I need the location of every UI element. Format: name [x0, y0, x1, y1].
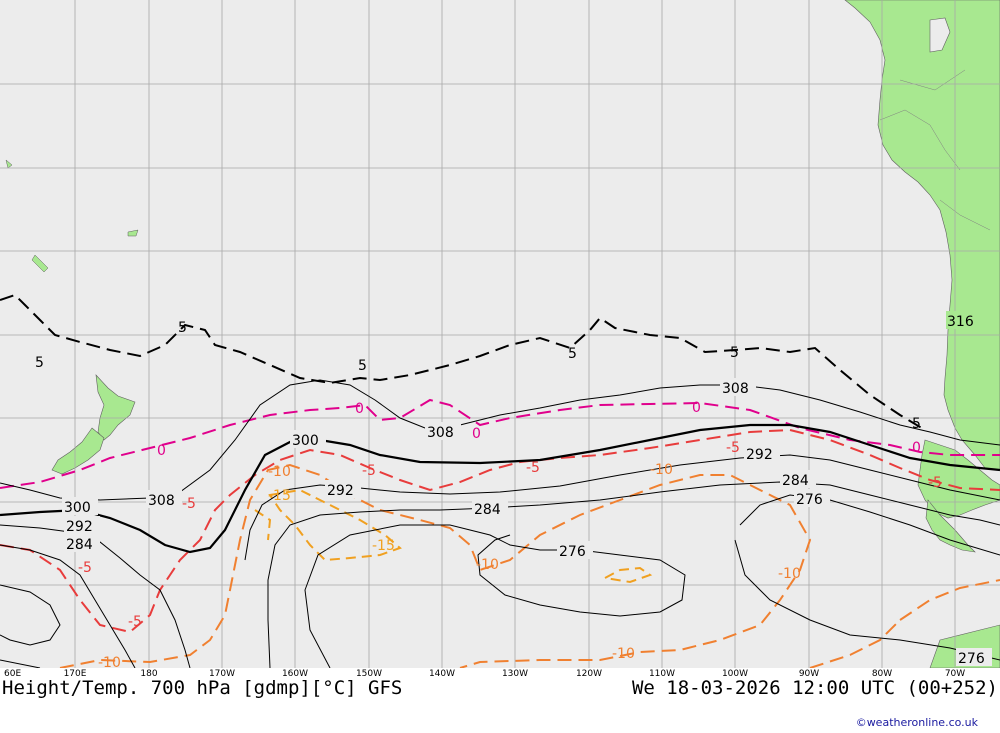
isotherm-minus5 [0, 428, 1000, 634]
label-m10-b: -10 [476, 557, 499, 573]
label-308-east: 308 [722, 381, 749, 397]
label-276-mid: 276 [559, 544, 586, 560]
lon-label-120w: 120W [575, 669, 603, 679]
label-5-b: 5 [358, 358, 367, 374]
label-m10-c: -10 [650, 462, 673, 478]
label-m15-b: -15 [372, 538, 395, 554]
small-islands [5, 159, 139, 273]
label-284-west: 284 [66, 537, 93, 553]
isotherm-5 [0, 293, 926, 431]
credit-link[interactable]: ©weatheronline.co.uk [855, 716, 978, 729]
label-5-c: 5 [568, 346, 577, 362]
label-m5-d: -5 [726, 440, 740, 456]
land-south-america [844, 0, 1000, 668]
valid-time: We 18-03-2026 12:00 UTC (00+252) [631, 677, 998, 699]
isotherm-minus15 [254, 488, 653, 584]
graticule [0, 0, 1000, 668]
isotherm-0 [0, 398, 1000, 489]
lon-label-90w: 90W [798, 669, 820, 679]
label-292-east: 292 [746, 447, 773, 463]
label-284-mid: 284 [474, 502, 501, 518]
label-0-b: 0 [472, 426, 481, 442]
label-m10-d: -10 [778, 566, 801, 582]
lon-label-100w: 100W [721, 669, 749, 679]
label-m5-c: -5 [526, 460, 540, 476]
lon-label-160e: 60E [4, 669, 22, 679]
label-5-e: 5 [912, 416, 921, 432]
map-canvas: 316 308 308 308 300 300 292 292 292 284 … [0, 0, 1000, 668]
map-title: Height/Temp. 700 hPa [gdmp][°C] GFS [2, 677, 403, 699]
isotherm-minus10 [59, 463, 1000, 668]
label-m5-e: -5 [128, 614, 142, 630]
label-292-west: 292 [66, 519, 93, 535]
label-300-mid: 300 [292, 433, 319, 449]
label-316: 316 [947, 314, 974, 330]
label-0-d: 0 [912, 440, 921, 456]
label-308-west: 308 [148, 493, 175, 509]
label-0-a: 0 [355, 401, 364, 417]
lon-label-110w: 110W [648, 669, 676, 679]
label-m10-f: -10 [98, 655, 121, 668]
height-contour-284 [0, 481, 1000, 668]
label-m10-e: -10 [612, 646, 635, 662]
label-m10-a: -10 [268, 464, 291, 480]
height-contour-292 [0, 454, 1000, 668]
height-contour-300 [0, 423, 1000, 554]
label-292-mid: 292 [327, 483, 354, 499]
label-276-east: 276 [796, 492, 823, 508]
height-contour-276 [0, 494, 1000, 668]
label-m5-west: -5 [78, 560, 92, 576]
height-contours [0, 379, 1000, 668]
lon-label-170e: 170E [63, 669, 87, 679]
label-0-west: 0 [157, 443, 166, 459]
lon-label-180: 180 [140, 669, 158, 679]
label-5-west: 5 [35, 355, 44, 371]
land-new-zealand [51, 374, 136, 475]
label-5-d: 5 [730, 345, 739, 361]
lon-label-160w: 160W [281, 669, 309, 679]
label-m5-f: -5 [928, 475, 942, 491]
label-284-east: 284 [782, 473, 809, 489]
label-300-west: 300 [64, 500, 91, 516]
label-m5-b: -5 [362, 463, 376, 479]
lon-label-130w: 130W [501, 669, 529, 679]
lon-label-140w: 140W [428, 669, 456, 679]
label-0-c: 0 [692, 400, 701, 416]
lon-label-80w: 80W [871, 669, 893, 679]
lon-label-150w: 150W [355, 669, 383, 679]
map-footer [0, 668, 1000, 733]
label-5-a: 5 [178, 320, 187, 336]
contour-labels: 316 308 308 308 300 300 292 292 292 284 … [35, 311, 992, 668]
weather-map: 316 308 308 308 300 300 292 292 292 284 … [0, 0, 1000, 668]
label-276-se: 276 [958, 651, 985, 667]
label-308-mid: 308 [427, 425, 454, 441]
label-m5-a: -5 [182, 496, 196, 512]
label-m15-a: -15 [268, 488, 291, 504]
lon-label-70w: 70W [944, 669, 966, 679]
lon-label-170w: 170W [208, 669, 236, 679]
